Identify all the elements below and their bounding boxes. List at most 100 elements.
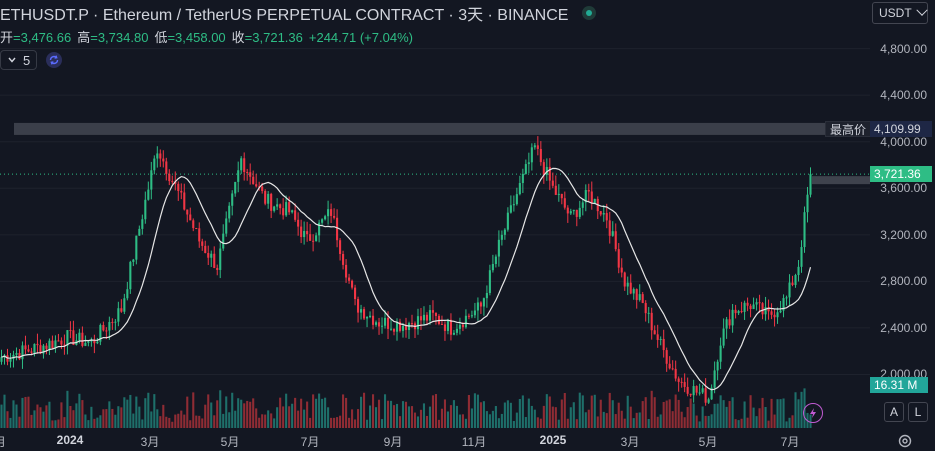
candle-body [297,219,300,227]
indicator-legend[interactable]: 5 [0,50,63,70]
candle-body [162,158,165,162]
candle-body [536,145,539,149]
candle-body [791,282,794,286]
candle-body [458,324,461,329]
candle-body [716,361,719,371]
volume-bar [114,414,117,428]
volume-bar [225,396,228,428]
candle-body [485,292,488,299]
candle-body [243,158,246,173]
volume-bar [243,403,246,428]
volume-bar [327,407,330,428]
candle-body [177,183,180,191]
candle-body [237,170,240,182]
volume-bar [354,419,357,428]
symbol-title[interactable]: ETHUSDT.P · Ethereum / TetherUS PERPETUA… [0,7,569,24]
candle-body [342,253,345,265]
volume-bar [159,416,162,428]
candle-body [39,345,42,354]
price-tick-label: 4,400.00 [880,88,927,103]
volume-bar [581,395,584,428]
candle-body [255,184,258,187]
volume-bar [626,395,629,428]
candle-body [578,207,581,217]
candle-body [482,298,485,307]
candle-body [431,310,435,313]
log-scale-button[interactable]: L [908,402,928,422]
volume-bar [644,397,647,428]
candle-body [647,312,650,314]
candle-body [743,302,746,312]
candle-body [569,211,572,214]
volume-bar [141,419,144,428]
ath-label-text: 最高价 [830,122,867,137]
volume-bar [632,418,635,428]
volume-bar [365,419,369,428]
volume-bar [479,402,482,428]
candle-body [225,218,228,234]
candle-body [434,312,438,316]
candle-body [84,342,87,346]
refresh-icon[interactable] [45,51,63,69]
volume-bar [333,417,336,428]
volume-bar [572,402,575,428]
volume-bar [722,400,725,428]
volume-bar [692,403,695,428]
candle-body [548,166,551,181]
candle-body [722,328,725,346]
candle-body [371,315,375,325]
candle-body [9,358,12,362]
candle-body [117,308,120,322]
candle-body [602,213,605,215]
candle-body [186,209,189,215]
lightning-icon[interactable] [803,403,823,423]
candle-body [470,315,473,317]
candle-body [213,253,216,268]
candle-body [641,294,644,304]
volume-bar [252,398,255,428]
ohlc-value: =3,476.66 [13,30,72,45]
volume-bar [749,395,752,428]
candle-body [270,193,273,211]
symbol-header[interactable]: ETHUSDT.P · Ethereum / TetherUS PERPETUA… [0,3,597,24]
volume-bar [686,407,689,428]
candle-body [324,216,327,220]
volume-bar [177,413,180,428]
candle-body [114,321,117,323]
auto-scale-button[interactable]: A [884,402,904,422]
indicator-toggle[interactable]: 5 [0,50,38,70]
volume-bar [386,400,390,428]
time-tick-label: 9月 [383,435,403,449]
gear-icon[interactable] [897,433,913,449]
candle-body [309,234,312,241]
candle-body [506,212,509,230]
volume-bar [794,392,797,428]
volume-bar [539,418,542,428]
volume-bar [767,420,770,428]
candle-body [737,311,740,314]
volume-bar [207,394,210,428]
volume-bar [180,410,183,428]
volume-bar [222,413,225,428]
candle-body [345,264,348,278]
volume-bar [318,393,321,428]
price-candles [0,136,812,406]
price-tick-label: 2,800.00 [880,274,927,289]
candle-body [90,340,93,342]
volume-bar [81,400,84,428]
volume-bar [680,411,683,428]
candle-body [48,340,51,349]
candle-body [611,231,614,236]
volume-bar [515,412,518,428]
currency-selector[interactable]: USDT [872,2,928,24]
candle-body [464,315,467,328]
volume-bar [452,400,455,428]
candle-body [15,353,18,355]
candle-body [111,322,114,324]
candle-body [368,315,372,317]
candle-body [782,298,785,311]
ath-label-tag: 最高价 [825,120,872,137]
volume-bar [312,394,315,428]
candle-body [108,322,111,331]
